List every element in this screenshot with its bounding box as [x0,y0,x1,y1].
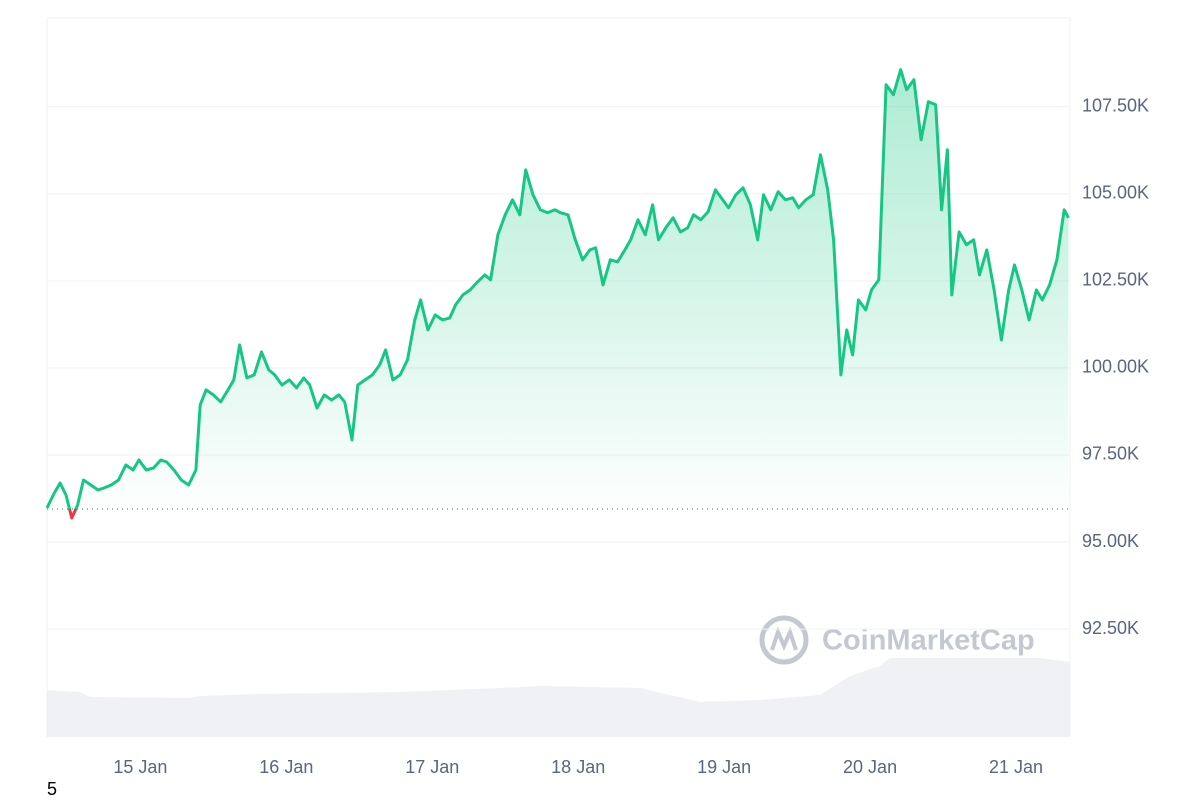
footnote: 5 [47,779,57,799]
watermark: CoinMarketCap [759,615,1035,665]
plot: 92.50K 95.00K 97.50K 100.00K 102.50K 105.00K 1… [45,68,1149,777]
volume-area [47,658,1070,737]
x-tick-label: 17 Jan [405,757,459,777]
x-tick-label: 15 Jan [113,757,167,777]
x-tick-label: 20 Jan [843,757,897,777]
y-tick-label: 105.00K [1082,183,1149,203]
y-tick-label: 95.00K [1082,531,1139,551]
y-tick-label: 100.00K [1082,357,1149,377]
x-tick-label: 18 Jan [551,757,605,777]
x-tick-label: 16 Jan [259,757,313,777]
watermark-text: CoinMarketCap [822,625,1035,657]
y-tick-label: 107.50K [1082,96,1149,116]
price-line [45,68,1070,520]
x-tick-label: 21 Jan [989,757,1043,777]
x-tick-label: 19 Jan [697,757,751,777]
y-tick-label: 92.50K [1082,618,1139,638]
area-fill [47,69,1069,509]
y-tick-label: 102.50K [1082,270,1149,290]
y-tick-label: 97.50K [1082,444,1139,464]
